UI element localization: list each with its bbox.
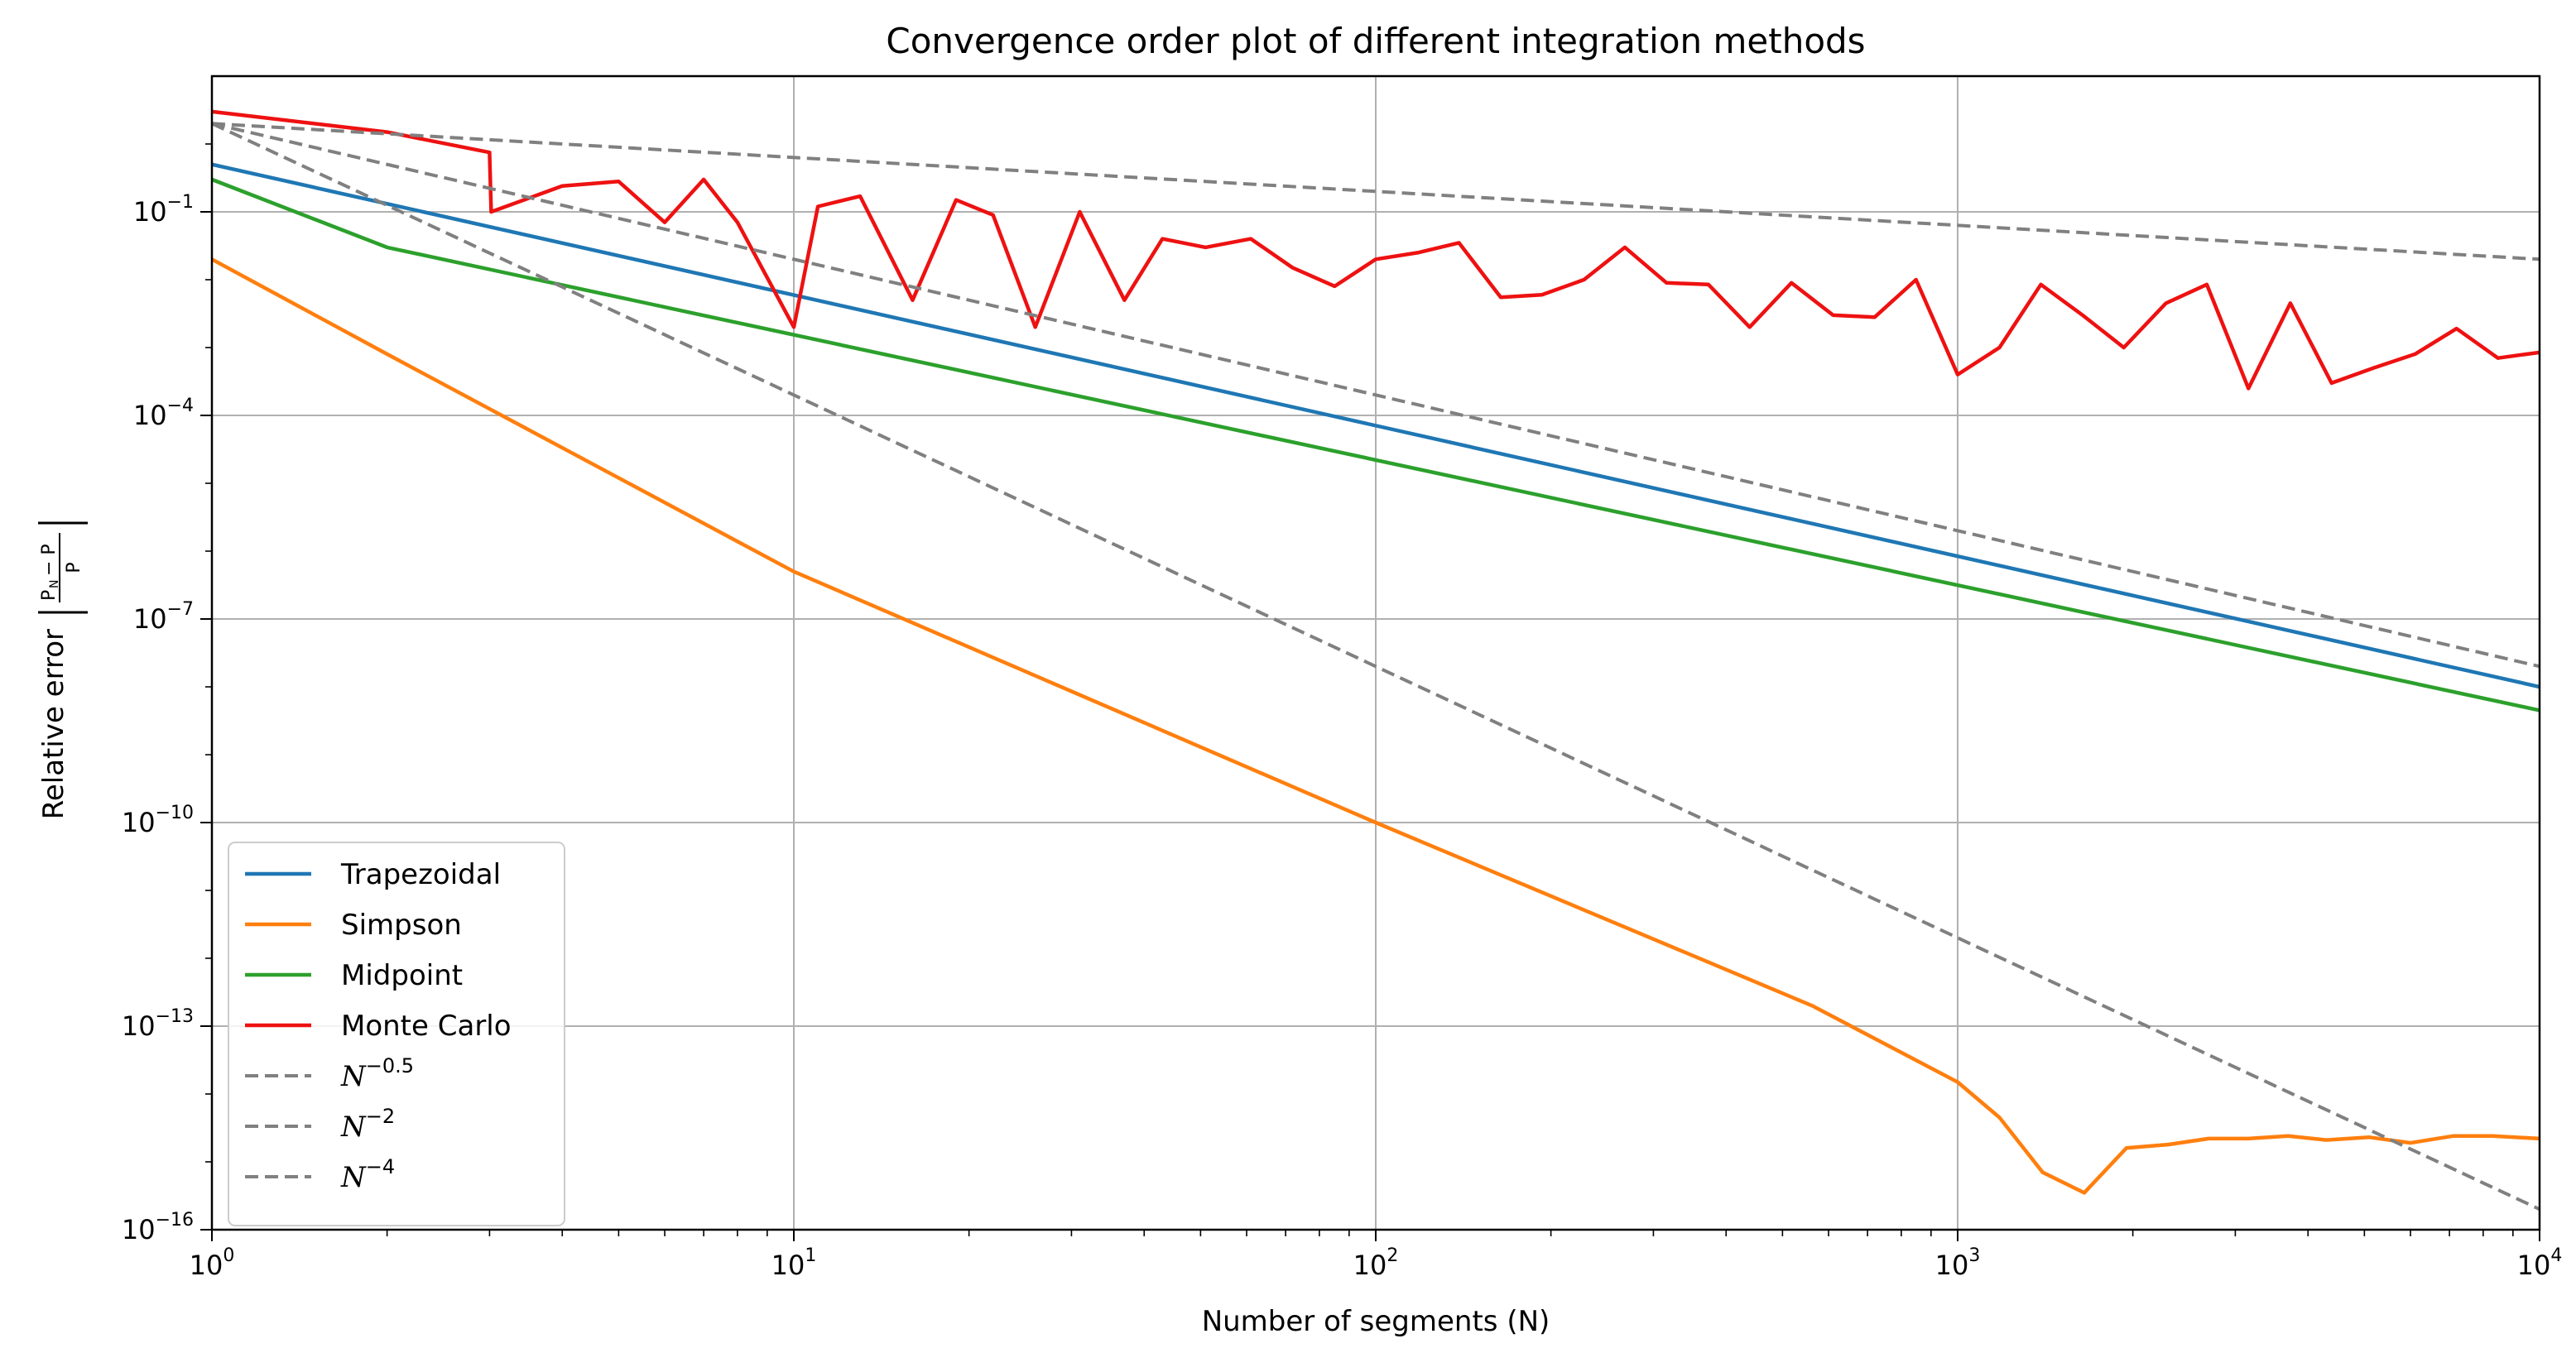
y-tick-label: 10−7 xyxy=(133,599,194,635)
series-line-monte-carlo xyxy=(212,109,2540,391)
legend-entry-label: Monte Carlo xyxy=(341,1010,512,1043)
series-line-n- xyxy=(212,122,2540,261)
y-tick-label: 10−4 xyxy=(133,396,194,431)
y-tick-label: 10−13 xyxy=(122,1006,194,1042)
series-line-n- xyxy=(212,122,2540,1211)
svg-text:− P: − P xyxy=(39,544,60,576)
series-line-simpson xyxy=(212,257,2540,1195)
series-layer xyxy=(212,109,2540,1211)
series-line-trapezoidal xyxy=(212,162,2540,689)
y-axis-label: Relative error P N − P P xyxy=(37,521,88,819)
legend-box xyxy=(228,842,565,1226)
y-tick-label: 10−16 xyxy=(122,1210,194,1245)
legend: Trapezoidal Simpson Midpoint Monte Carlo N−0… xyxy=(228,842,565,1226)
legend-entry-label: N−2 xyxy=(340,1105,395,1144)
y-axis-label-text: Relative error xyxy=(37,629,70,819)
legend-entry-label: Trapezoidal xyxy=(340,858,501,891)
legend-entry-label: Simpson xyxy=(341,909,462,942)
y-tick-label: 10−10 xyxy=(122,803,194,838)
x-tick-label: 100 xyxy=(190,1245,235,1281)
legend-entry-label: Midpoint xyxy=(341,959,463,992)
x-tick-label: 102 xyxy=(1353,1245,1399,1281)
series-line-midpoint xyxy=(212,177,2540,712)
x-axis-label: Number of segments (N) xyxy=(1202,1305,1550,1338)
series-line-n- xyxy=(212,122,2540,669)
x-tick-label: 101 xyxy=(771,1245,817,1281)
y-axis-ticks: 10−1 10−4 10−7 10−10 10−13 10−16 xyxy=(122,143,212,1245)
legend-entry-label: N−4 xyxy=(340,1155,395,1194)
x-axis-ticks: 100 101 102 103 104 xyxy=(190,1230,2563,1281)
y-axis-label-formula: P N − P P xyxy=(38,521,88,614)
svg-text:P: P xyxy=(64,562,84,573)
y-tick-label: 10−1 xyxy=(133,192,194,228)
svg-text:N: N xyxy=(48,580,61,588)
x-tick-label: 103 xyxy=(1935,1245,1981,1281)
legend-entry-label: N−0.5 xyxy=(340,1054,414,1093)
svg-text:P: P xyxy=(39,590,60,601)
x-tick-label: 104 xyxy=(2517,1245,2563,1281)
chart-title: Convergence order plot of different inte… xyxy=(886,21,1865,61)
